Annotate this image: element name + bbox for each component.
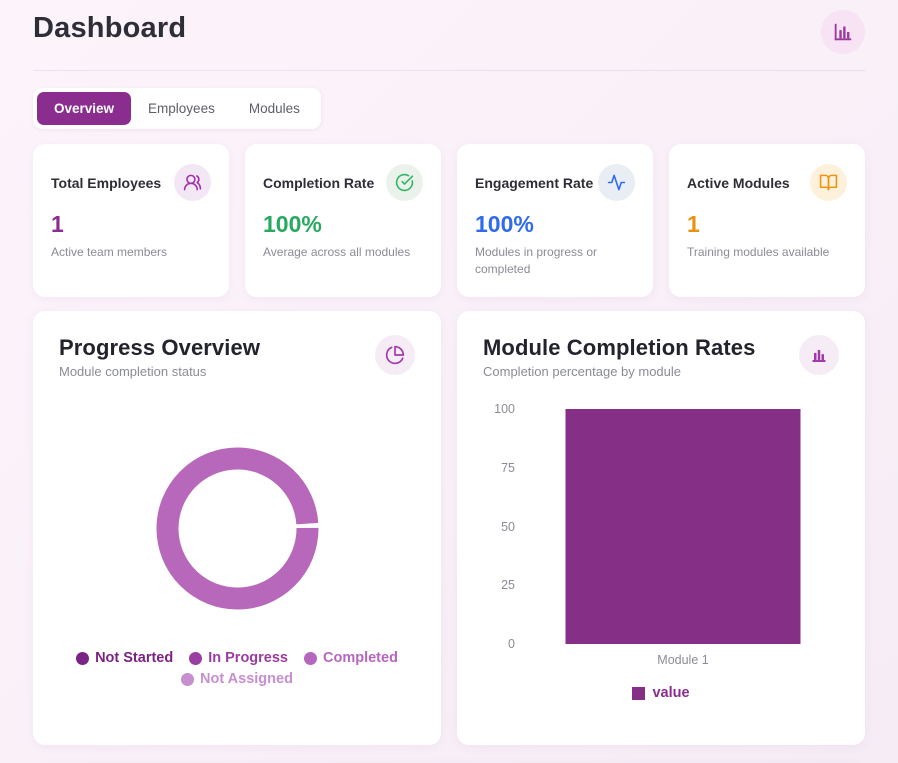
stat-card-engagement-rate: Engagement Rate 100% Modules in progress…: [457, 144, 653, 297]
y-tick: 25: [501, 578, 515, 593]
bar-module-1[interactable]: [565, 409, 801, 644]
stat-value: 100%: [475, 211, 534, 237]
stat-subtitle: Active team members: [51, 245, 168, 259]
legend-dot: [76, 651, 90, 665]
stat-subtitle: Training modules available: [687, 245, 830, 259]
y-tick: 75: [501, 460, 515, 475]
bar-legend: value: [483, 685, 839, 701]
stat-card-completion-rate: Completion Rate 100% Average across all …: [245, 144, 441, 297]
legend-item-not-started: Not Started: [76, 650, 173, 666]
donut-legend: Not Started In Progress Completed Not As…: [59, 650, 415, 687]
page-title: Dashboard: [33, 12, 187, 44]
chart-title: Module Completion Rates: [483, 335, 756, 360]
y-axis: 100 75 50 25 0: [483, 403, 527, 651]
activity-icon: [598, 164, 635, 201]
plot-area: [527, 409, 839, 644]
legend-label: Not Assigned: [200, 671, 293, 687]
users-icon: [174, 164, 211, 201]
bar-chart: 100 75 50 25 0 Module 1: [483, 403, 839, 667]
chart-cards: Progress Overview Module completion stat…: [33, 311, 865, 745]
chart-subtitle: Module completion status: [59, 364, 207, 379]
stat-value: 1: [687, 211, 700, 237]
stat-subtitle: Modules in progress or completed: [475, 245, 598, 277]
chart-title: Progress Overview: [59, 335, 261, 360]
legend-dot: [304, 651, 317, 665]
tab-overview[interactable]: Overview: [37, 92, 132, 125]
tab-bar: Overview Employees Modules: [33, 88, 321, 129]
legend-dot: [181, 672, 195, 686]
stat-cards: Total Employees 1 Active team members Co…: [33, 144, 865, 297]
bar-chart-icon: [834, 23, 852, 41]
chart-subtitle: Completion percentage by module: [483, 364, 682, 379]
legend-item-in-progress: In Progress: [189, 650, 288, 666]
y-tick: 50: [501, 519, 515, 534]
book-open-icon: [810, 164, 847, 201]
module-completion-card: Module Completion Rates Completion perce…: [457, 311, 865, 745]
stat-title: Engagement Rate: [475, 174, 594, 191]
legend-item-not-assigned: Not Assigned: [181, 671, 293, 687]
stat-title: Active Modules: [687, 174, 790, 191]
legend-label: Not Started: [95, 650, 174, 666]
tab-modules[interactable]: Modules: [232, 92, 317, 125]
legend-dot: [189, 651, 203, 665]
pie-chart-icon: [375, 335, 415, 375]
stat-title: Total Employees: [51, 174, 162, 191]
y-tick: 100: [494, 402, 515, 416]
legend-swatch: [632, 686, 646, 700]
check-circle-icon: [386, 164, 423, 201]
legend-label: Completed: [323, 650, 398, 666]
stat-title: Completion Rate: [263, 174, 375, 191]
donut-chart: [156, 447, 318, 610]
page-header: Dashboard: [33, 10, 865, 71]
legend-label: value: [652, 685, 690, 701]
stat-card-active-modules: Active Modules 1 Training modules availa…: [669, 144, 865, 297]
legend-label: In Progress: [208, 650, 288, 666]
progress-overview-card: Progress Overview Module completion stat…: [33, 311, 441, 745]
dashboard-chart-badge[interactable]: [821, 10, 865, 54]
stat-subtitle: Average across all modules: [263, 245, 411, 259]
stat-value: 1: [51, 211, 64, 237]
legend-item-completed: Completed: [304, 650, 398, 666]
bar-chart-icon: [799, 335, 839, 375]
stat-card-total-employees: Total Employees 1 Active team members: [33, 144, 229, 297]
stat-value: 100%: [263, 211, 322, 237]
y-tick: 0: [508, 637, 515, 651]
tab-employees[interactable]: Employees: [131, 92, 232, 125]
donut-slice-completed: [156, 447, 318, 610]
x-axis-label: Module 1: [657, 653, 709, 667]
